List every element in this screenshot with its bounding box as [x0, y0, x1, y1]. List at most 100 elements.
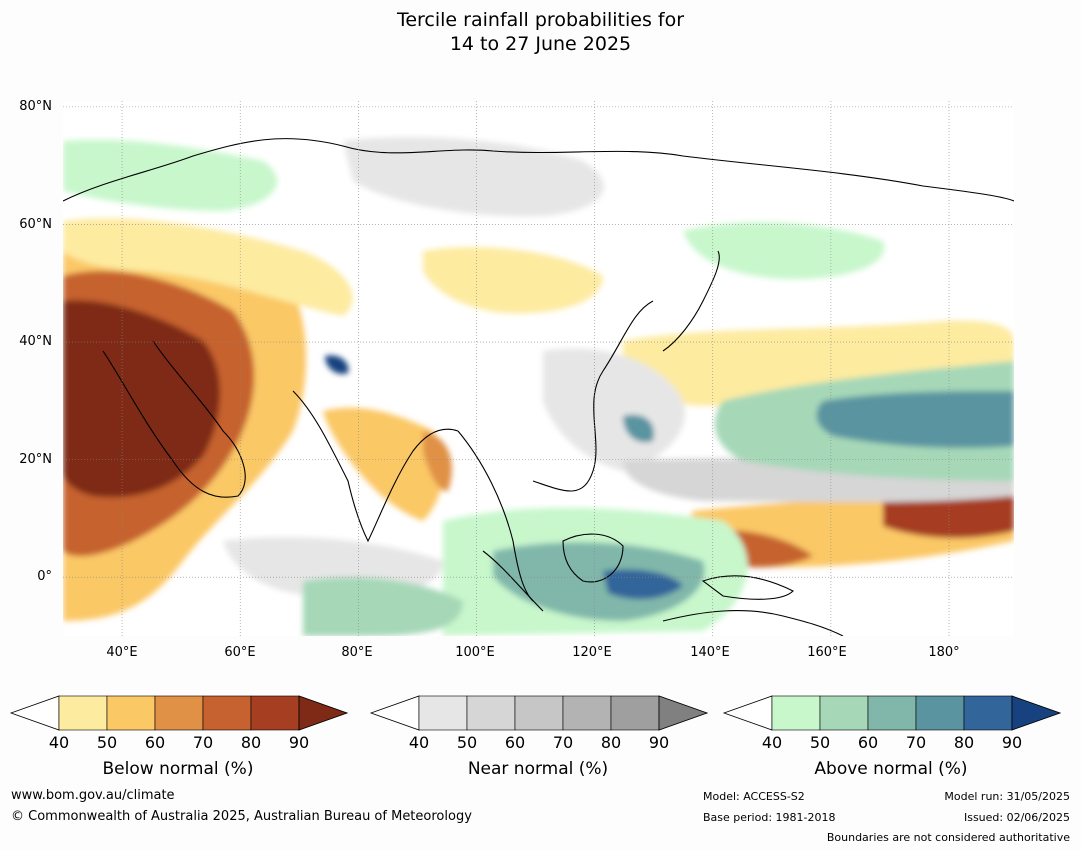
- lon-label-180: 180°: [928, 645, 960, 660]
- colorbar-swatch: [562, 695, 612, 731]
- colorbar-swatch: [154, 695, 204, 731]
- cb0-tick-50: 50: [96, 733, 118, 752]
- cb1-tick-50: 50: [456, 733, 478, 752]
- colorbar-upper-extend: [298, 695, 349, 731]
- lat-label-equator: 0°: [37, 569, 52, 584]
- map-title: Tercile rainfall probabilities for 14 to…: [0, 8, 1081, 56]
- probability-fields: [63, 137, 1014, 636]
- cb0-tick-90: 90: [288, 733, 310, 752]
- lon-label-80e: 80°E: [341, 645, 373, 660]
- above-normal-region-himalaya: [325, 355, 349, 375]
- coastline-sumatra: [482, 550, 544, 612]
- below-normal-region-central-asia: [63, 218, 353, 316]
- cb2-tick-80: 80: [953, 733, 975, 752]
- lon-label-120e: 120°E: [572, 645, 612, 660]
- colorbar-swatch: [466, 695, 516, 731]
- cb1-tick-80: 80: [600, 733, 622, 752]
- coastline-arctic: [63, 138, 1014, 202]
- cb1-tick-40: 40: [408, 733, 430, 752]
- website-link[interactable]: www.bom.gov.au/climate: [11, 788, 175, 803]
- below-normal-region-arabia-max: [63, 300, 220, 498]
- title-line-2: 14 to 27 June 2025: [449, 33, 632, 55]
- colorbar-near-normal: 40 50 60 70 80 90 Near normal (%): [368, 695, 709, 785]
- above-normal-region-maritime-max: [603, 569, 683, 600]
- colorbar-lower-extend: [9, 695, 60, 731]
- cb2-tick-90: 90: [1001, 733, 1023, 752]
- colorbar-above-normal-label: Above normal (%): [814, 759, 968, 779]
- cb1-tick-70: 70: [552, 733, 574, 752]
- below-normal-region-bengal: [423, 431, 452, 492]
- lon-label-100e: 100°E: [455, 645, 495, 660]
- cb0-tick-60: 60: [144, 733, 166, 752]
- colorbar-swatch: [963, 695, 1013, 731]
- tercile-probability-map: [63, 101, 1014, 636]
- lon-label-60e: 60°E: [224, 645, 256, 660]
- colorbar-swatch: [819, 695, 869, 731]
- below-normal-region-india: [323, 407, 444, 521]
- colorbar-swatch: [418, 695, 468, 731]
- above-normal-region-maritime-core: [493, 542, 705, 621]
- title-line-1: Tercile rainfall probabilities for: [396, 9, 685, 31]
- disclaimer-text: Boundaries are not considered authoritat…: [826, 831, 1070, 844]
- colorbar-below-normal-label: Below normal (%): [102, 759, 254, 779]
- colorbar-above-normal-swatches: [722, 695, 1062, 731]
- cb2-tick-70: 70: [905, 733, 927, 752]
- map-canvas: [63, 101, 1014, 636]
- cb0-tick-80: 80: [240, 733, 262, 752]
- graticule: [63, 101, 1014, 636]
- cb0-tick-40: 40: [48, 733, 70, 752]
- lat-label-80n: 80°N: [19, 99, 52, 114]
- coastlines: [63, 138, 1014, 636]
- colorbar-swatch: [867, 695, 917, 731]
- colorbar-swatch: [610, 695, 660, 731]
- colorbar-swatch: [771, 695, 821, 731]
- cb1-tick-90: 90: [648, 733, 670, 752]
- issued-text: Issued: 02/06/2025: [963, 811, 1070, 824]
- coastline-borneo: [562, 533, 624, 583]
- above-normal-region-kamchatka: [683, 222, 885, 280]
- colorbar-swatch: [58, 695, 108, 731]
- model-text: Model: ACCESS-S2: [703, 790, 805, 803]
- base-period-text: Base period: 1981-2018: [703, 811, 836, 824]
- cb1-tick-60: 60: [504, 733, 526, 752]
- coastline-australia-north: [662, 610, 844, 636]
- lat-label-20n: 20°N: [19, 452, 52, 467]
- colorbar-swatch: [202, 695, 252, 731]
- lat-label-40n: 40°N: [19, 334, 52, 349]
- lon-label-40e: 40°E: [106, 645, 138, 660]
- coastline-arabia: [102, 340, 246, 498]
- colorbar-swatch: [915, 695, 965, 731]
- near-normal-region-siberia: [343, 137, 604, 217]
- below-normal-region-mongolia: [423, 247, 603, 314]
- colorbar-below-normal-swatches: [9, 695, 349, 731]
- colorbar-swatch: [514, 695, 564, 731]
- below-normal-region-dateline-core: [883, 494, 1014, 538]
- colorbar-near-normal-swatches: [369, 695, 709, 731]
- colorbar-swatch: [250, 695, 300, 731]
- colorbar-near-normal-label: Near normal (%): [467, 759, 609, 779]
- colorbar-lower-extend: [369, 695, 420, 731]
- colorbar-below-normal: 40 50 60 70 80 90 Below normal (%): [8, 695, 349, 785]
- above-normal-region-philippine-sea: [623, 414, 654, 443]
- colorbar-upper-extend: [1011, 695, 1062, 731]
- cb0-tick-70: 70: [192, 733, 214, 752]
- above-normal-region-pacific-core: [816, 391, 1014, 448]
- colorbar-above-normal: 40 50 60 70 80 90 Above normal (%): [721, 695, 1062, 785]
- coastline-japan: [662, 250, 720, 352]
- cb2-tick-60: 60: [857, 733, 879, 752]
- lat-label-60n: 60°N: [19, 217, 52, 232]
- coastline-india: [292, 390, 459, 543]
- colorbar-upper-extend: [658, 695, 709, 731]
- lon-label-160e: 160°E: [807, 645, 847, 660]
- above-normal-region-south-indian: [303, 577, 463, 636]
- colorbar-lower-extend: [722, 695, 773, 731]
- coastline-new-guinea: [701, 575, 794, 600]
- coastline-southeast-asia: [457, 300, 654, 602]
- model-run-text: Model run: 31/05/2025: [944, 790, 1070, 803]
- copyright-text: © Commonwealth of Australia 2025, Austra…: [11, 809, 472, 824]
- lon-label-140e: 140°E: [690, 645, 730, 660]
- cb2-tick-40: 40: [761, 733, 783, 752]
- above-normal-region-arctic: [63, 139, 278, 211]
- colorbar-swatch: [106, 695, 156, 731]
- cb2-tick-50: 50: [809, 733, 831, 752]
